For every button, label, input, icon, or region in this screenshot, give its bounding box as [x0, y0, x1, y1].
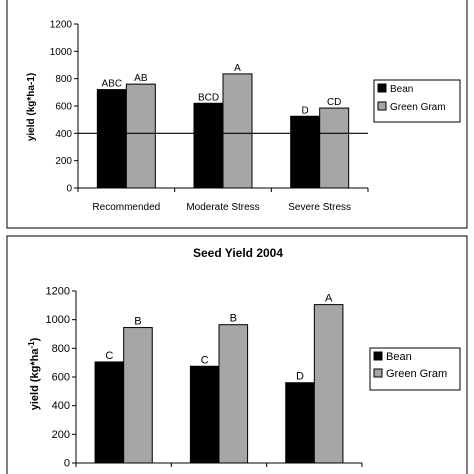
- bar-bean: [193, 102, 224, 189]
- chart-top: 0 200 400 600 800 1000 1200 ABC AB Recommended BCD…: [50, 20, 369, 213]
- bar-green-gram: [313, 304, 344, 464]
- chart-title: Seed Yield 2004: [193, 246, 283, 260]
- bar-letter-label: B: [230, 313, 237, 325]
- y-tick-label: 200: [55, 156, 72, 167]
- y-tick-label: 200: [52, 429, 70, 441]
- y-tick-label: 800: [55, 74, 72, 85]
- bar-letter-label: C: [105, 350, 113, 362]
- y-tick-label: 600: [52, 372, 70, 384]
- bar-bean: [189, 365, 220, 464]
- y-tick-label: 0: [64, 458, 70, 470]
- y-axis-label-superscript: -1: [27, 341, 36, 349]
- y-tick-label: 1000: [46, 314, 70, 326]
- bar-bean: [285, 382, 315, 464]
- legend-swatch: [377, 101, 387, 111]
- bar-letter-label: ABC: [102, 79, 123, 90]
- y-tick-label: 0: [66, 184, 72, 195]
- legend-frame: [369, 347, 461, 391]
- bar-bean: [96, 89, 127, 189]
- panel-border: [6, 235, 468, 474]
- legend: Bean Green Gram: [373, 79, 461, 123]
- y-tick-label: 600: [55, 102, 72, 113]
- legend-label: Green Gram: [386, 368, 447, 380]
- bar-bean: [290, 115, 321, 189]
- x-category-label: Moderate Stress: [186, 202, 259, 213]
- y-tick-label: 1000: [50, 47, 73, 58]
- bar-letter-label: A: [234, 63, 241, 74]
- y-axis-label-end: ): [29, 337, 41, 341]
- bar-letter-label: CD: [327, 97, 341, 108]
- bar-bean: [94, 361, 125, 464]
- bar-letter-label: D: [296, 371, 304, 383]
- legend-label: Bean: [386, 351, 412, 363]
- bar-letter-label: BCD: [198, 92, 219, 103]
- y-axis-label: yield (kg*ha-1): [26, 73, 37, 141]
- bar-letter-label: AB: [134, 73, 148, 84]
- legend-frame: [373, 79, 461, 123]
- bar-letter-label: A: [325, 293, 333, 305]
- legend-swatch: [373, 368, 383, 378]
- bar-letter-label: C: [201, 354, 209, 366]
- y-axis-label: yield (kg*ha-1): [27, 337, 41, 410]
- chart-bottom: 0 200 400 600 800 1000 1200 C B C B D A: [46, 286, 363, 470]
- panel-border: [6, 0, 468, 229]
- bar-green-gram: [319, 107, 350, 189]
- y-tick-label: 800: [52, 343, 70, 355]
- bar-green-gram: [218, 324, 249, 464]
- bar-green-gram: [123, 327, 153, 464]
- panel-seed-yield-2004: Seed Yield 2004 0 200 400 600 800 1000 1200 C B C…: [6, 235, 468, 474]
- y-axis-label-main: yield (kg*ha: [29, 348, 41, 411]
- legend-swatch: [377, 83, 387, 93]
- x-category-label: Severe Stress: [288, 202, 351, 213]
- panel-rainfall-yield: 0 200 400 600 800 1000 1200 ABC AB Recommended BCD…: [6, 0, 468, 229]
- legend-label: Green Gram: [390, 102, 446, 113]
- legend-swatch: [373, 351, 383, 361]
- bar-green-gram: [125, 83, 156, 189]
- legend-label: Bean: [390, 84, 413, 95]
- bar-letter-label: D: [302, 105, 309, 116]
- legend: Bean Green Gram: [369, 347, 461, 391]
- bar-letter-label: B: [134, 316, 141, 328]
- x-category-label: Recommended: [92, 202, 160, 213]
- y-tick-label: 1200: [46, 286, 70, 298]
- bar-green-gram: [222, 73, 253, 189]
- y-tick-label: 400: [52, 400, 70, 412]
- y-tick-label: 400: [55, 129, 72, 140]
- y-tick-label: 1200: [50, 20, 73, 31]
